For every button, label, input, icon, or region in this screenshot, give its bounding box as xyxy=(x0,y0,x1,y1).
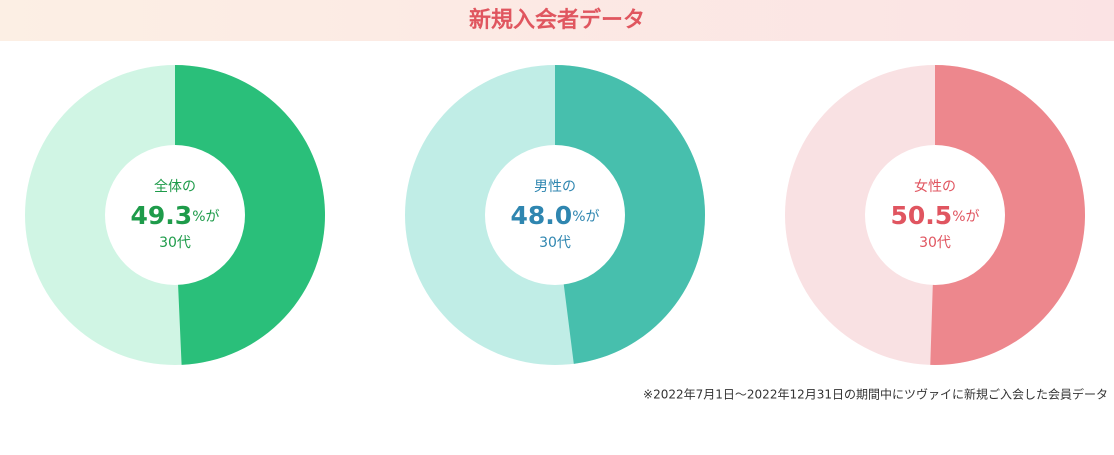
page-title: 新規入会者データ xyxy=(469,7,645,33)
title-band xyxy=(0,0,1114,41)
center-subtitle: 男性の xyxy=(534,179,576,195)
value-suffix: %が xyxy=(952,209,979,225)
center-category: 30代 xyxy=(919,235,951,251)
donut-hole xyxy=(485,145,625,285)
center-value: 50.5%が xyxy=(891,201,980,230)
donut-segment xyxy=(175,65,326,365)
footnote: ※2022年7月1日〜2022年12月31日の期間中にツヴァイに新規ご入会した会… xyxy=(643,387,1108,402)
center-subtitle: 女性の xyxy=(914,178,956,195)
value-label: 50.5 xyxy=(891,201,953,230)
donut-segment xyxy=(930,65,1085,365)
value-label: 49.3 xyxy=(131,201,193,230)
center-subtitle: 全体の xyxy=(154,178,196,195)
center-category: 30代 xyxy=(159,235,191,251)
value-label: 48.0 xyxy=(511,201,573,230)
donut-hole xyxy=(865,145,1005,285)
donut-hole xyxy=(105,145,245,285)
center-value: 48.0%が xyxy=(511,201,600,230)
value-suffix: %が xyxy=(572,209,599,225)
value-suffix: %が xyxy=(192,209,219,225)
center-category: 30代 xyxy=(539,235,571,251)
center-value: 49.3%が xyxy=(131,201,220,230)
donut-segment xyxy=(555,65,705,364)
